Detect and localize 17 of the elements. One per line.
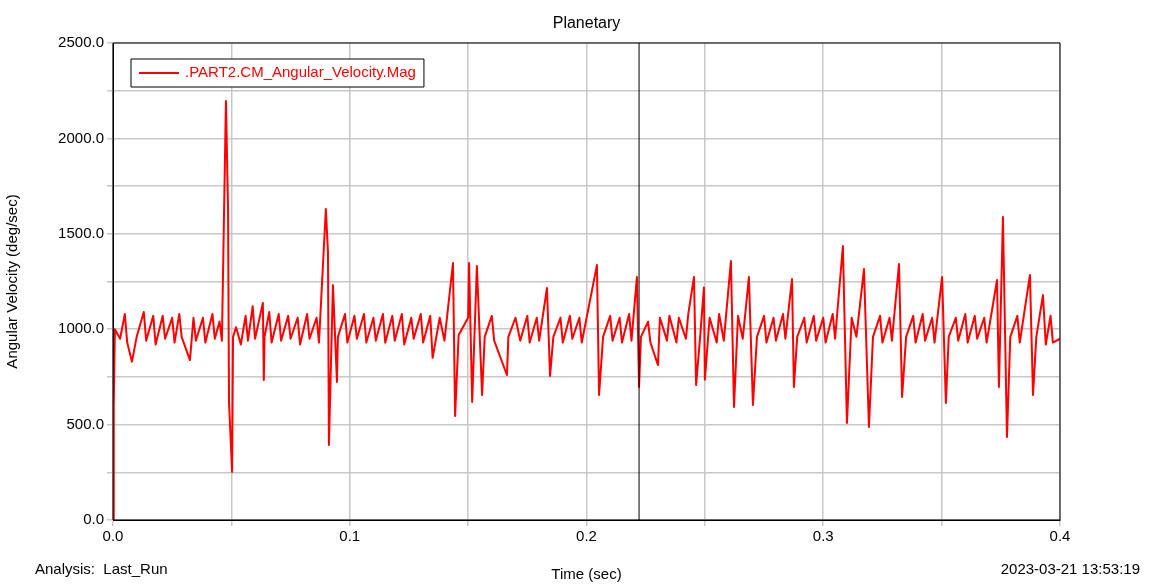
x-tick-label: 0.1 xyxy=(339,527,361,545)
x-tick-label: 0.2 xyxy=(576,527,597,545)
y-tick-label: 2500.0 xyxy=(58,33,104,51)
y-tick-label: 2000.0 xyxy=(58,128,104,146)
y-tick-label: 500.0 xyxy=(66,414,104,432)
chart-title: Planetary xyxy=(552,14,621,32)
text: Analysis: Last_Run xyxy=(35,560,168,578)
y-tick-label: 1500.0 xyxy=(58,223,104,241)
text: 2023-03-21 13:53:19 xyxy=(1000,560,1140,578)
x-axis-title: Time (sec) xyxy=(551,565,622,583)
y-axis-title: Angular Velocity (deg/sec) xyxy=(3,194,21,369)
y-tick-label: 1000.0 xyxy=(58,319,104,337)
y-tick-label: 0.0 xyxy=(83,510,104,528)
x-tick-label: 0.4 xyxy=(1049,527,1071,545)
legend-label: .PART2.CM_Angular_Velocity.Mag xyxy=(185,63,416,81)
x-tick-label: 0.0 xyxy=(102,527,124,545)
x-tick-label: 0.3 xyxy=(812,527,834,545)
